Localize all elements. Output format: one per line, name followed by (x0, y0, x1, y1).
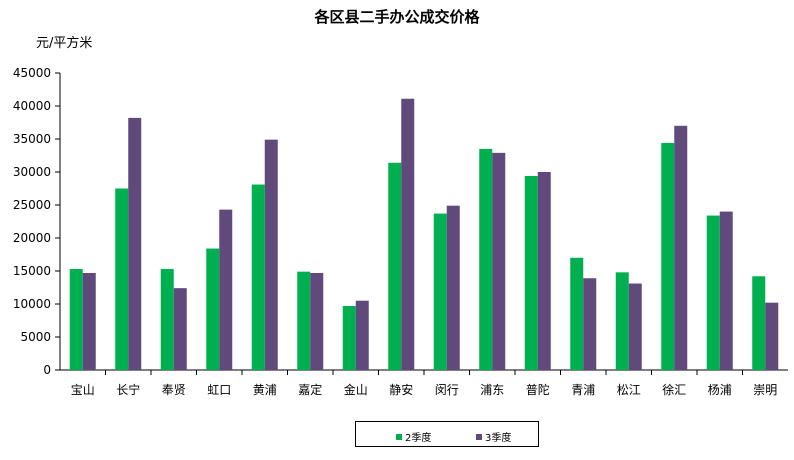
x-category-label: 长宁 (116, 382, 140, 397)
y-tick-label: 35000 (13, 132, 51, 146)
x-category-label: 闵行 (435, 382, 459, 397)
legend-item-series-2: 3季度 (476, 429, 511, 444)
bar-虹口-series-1 (206, 248, 220, 370)
bar-浦东-series-1 (479, 148, 493, 370)
x-category-label: 静安 (389, 382, 413, 397)
chart-bars (69, 98, 779, 371)
bar-普陀-series-1 (524, 175, 538, 370)
y-axis-unit-label: 元/平方米 (36, 36, 93, 51)
bar-静安-series-1 (388, 162, 402, 370)
legend-swatch-series-2 (476, 433, 482, 440)
bar-长宁-series-1 (115, 188, 129, 370)
chart-labels: 0 5000 10000 15000 20000 25000 30000 35000 40000… (13, 66, 777, 397)
x-category-label: 青浦 (571, 383, 595, 397)
legend-item-series-1: 2季度 (396, 429, 431, 444)
y-tick-label: 25000 (13, 198, 51, 212)
bar-闵行-series-1 (433, 213, 447, 370)
chart-legend: 2季度 3季度 (355, 421, 539, 447)
y-tick-label: 30000 (13, 165, 51, 179)
legend-swatch-series-1 (396, 433, 402, 440)
bar-金山-series-2 (355, 300, 369, 370)
bar-杨浦-series-1 (706, 215, 720, 370)
y-tick-label: 5000 (20, 330, 51, 344)
bar-黄浦-series-1 (251, 184, 265, 370)
y-tick-label: 45000 (13, 66, 51, 80)
bar-嘉定-series-2 (310, 272, 324, 370)
bar-徐汇-series-1 (661, 142, 675, 370)
bar-奉贤-series-2 (173, 288, 187, 370)
y-tick-label: 15000 (13, 264, 51, 278)
bar-黄浦-series-2 (264, 139, 278, 370)
legend-label-series-1: 2季度 (405, 433, 432, 444)
chart-title: 各区县二手办公成交价格 (314, 8, 480, 26)
bar-青浦-series-2 (583, 278, 597, 370)
bar-长宁-series-2 (128, 117, 142, 370)
x-category-label: 嘉定 (298, 382, 322, 397)
x-category-label: 宝山 (71, 383, 95, 397)
bar-崇明-series-1 (752, 276, 766, 370)
bar-宝山-series-1 (69, 269, 83, 370)
bar-杨浦-series-2 (719, 211, 733, 370)
x-category-label: 奉贤 (162, 383, 186, 397)
bar-虹口-series-2 (219, 209, 233, 370)
y-tick-label: 40000 (13, 99, 51, 113)
bar-崇明-series-2 (765, 302, 779, 370)
x-category-label: 浦东 (480, 383, 504, 397)
x-category-label: 金山 (344, 382, 368, 397)
x-category-label: 徐汇 (662, 382, 686, 397)
bar-宝山-series-2 (82, 272, 96, 370)
bar-奉贤-series-1 (160, 269, 174, 370)
bar-金山-series-1 (342, 305, 356, 370)
x-category-label: 杨浦 (708, 382, 732, 397)
bar-普陀-series-2 (537, 172, 551, 370)
bar-嘉定-series-1 (297, 271, 311, 370)
bar-徐汇-series-2 (674, 125, 688, 370)
legend-label-series-2: 3季度 (485, 433, 512, 444)
bar-青浦-series-1 (570, 257, 584, 370)
y-tick-label: 20000 (13, 231, 51, 245)
x-category-label: 松江 (617, 383, 641, 397)
y-tick-label: 10000 (13, 297, 51, 311)
bar-静安-series-2 (401, 98, 415, 371)
bar-松江-series-1 (615, 272, 629, 370)
x-category-label: 黄浦 (253, 383, 277, 397)
bar-松江-series-2 (628, 283, 642, 370)
bar-浦东-series-2 (492, 152, 506, 370)
bar-闵行-series-2 (446, 205, 460, 370)
x-category-label: 崇明 (753, 383, 777, 397)
x-category-label: 虹口 (207, 383, 231, 397)
y-tick-label: 0 (43, 363, 51, 377)
x-category-label: 普陀 (526, 382, 550, 397)
